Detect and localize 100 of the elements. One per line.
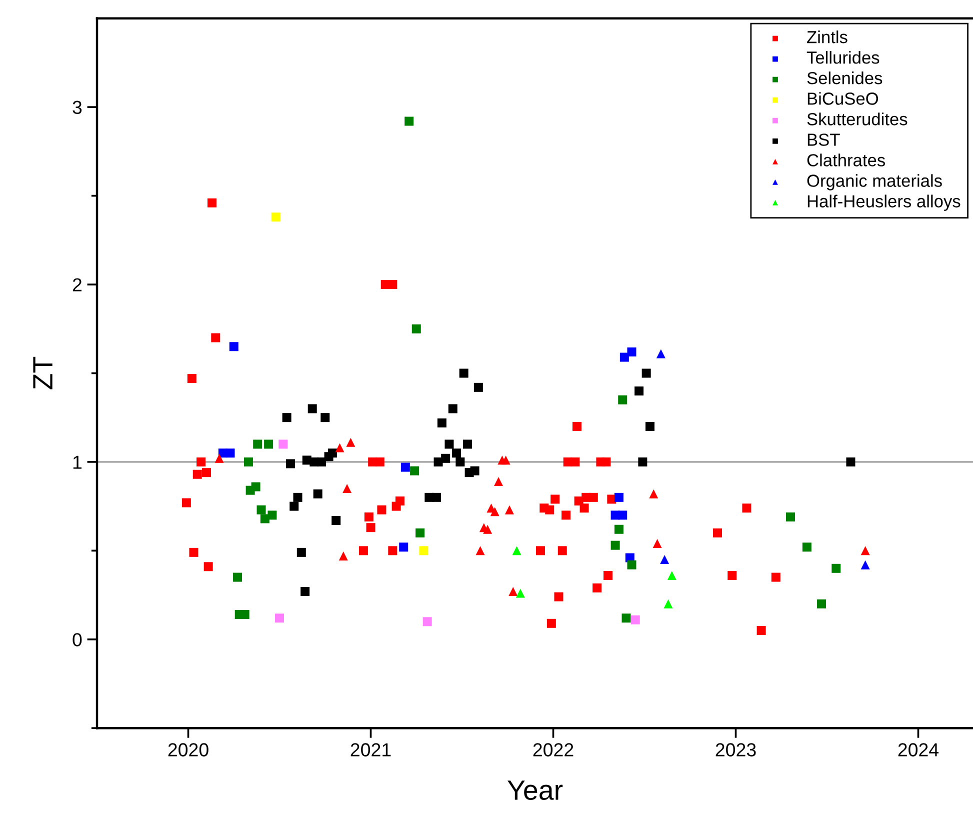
point [638,457,648,466]
legend-label: Selenides [807,72,882,84]
point [395,496,404,506]
y-tick-label: 1 [73,456,82,469]
point [244,457,253,466]
x-tick-label: 2020 [168,743,208,756]
point [229,342,238,352]
point [592,583,602,592]
point [742,504,752,513]
point [476,546,485,556]
point [618,395,628,404]
point [444,440,454,449]
legend-label: Organic materials [807,174,942,190]
point [562,510,571,520]
point [554,592,564,602]
point [474,382,483,392]
point [328,448,337,458]
legend-label: Tellurides [806,51,880,64]
y-tick-label: 2 [72,278,82,292]
x-tick-label: 2021 [350,743,391,756]
point [358,546,368,556]
point [490,507,500,516]
point [256,505,266,514]
point [264,440,274,449]
point [860,546,870,556]
point [660,555,670,564]
x-tick-label: 2024 [898,743,939,756]
point [410,466,420,476]
point [202,468,212,478]
point [268,510,277,520]
point [313,489,322,498]
point [645,422,654,431]
point [399,542,408,552]
point [377,505,386,514]
point [604,570,613,580]
point [627,560,636,570]
point [448,404,458,414]
point [512,546,522,556]
point [271,212,280,222]
x-tick-label: 2022 [533,743,574,756]
point [375,457,384,466]
point [462,440,472,449]
point [296,548,306,557]
point [558,546,567,556]
point [588,492,598,502]
point [459,368,468,378]
point [627,347,636,356]
point [211,333,220,342]
point [419,546,428,556]
point [667,570,676,580]
legend-label: Clathrates [807,154,885,166]
point [550,494,560,504]
point [441,454,450,463]
point [275,614,284,623]
point [580,504,589,513]
point [456,457,465,466]
legend-label: BST [808,134,840,146]
point [278,440,288,449]
point [649,489,658,498]
y-axis-title: ZT [33,356,52,390]
point [320,413,330,422]
point [437,418,446,428]
point [187,374,196,384]
point [364,512,374,522]
point [771,572,780,582]
point [614,492,624,502]
point [642,368,651,378]
point [618,510,628,520]
point [802,542,812,552]
x-axis-title: Year [508,780,563,800]
point [338,551,348,560]
point [494,476,504,486]
y-tick-label: 3 [72,100,82,114]
point [204,562,213,572]
point [233,572,242,582]
point [432,492,441,502]
point [196,457,206,466]
point [282,413,292,422]
legend-label: Half-Heuslers alloys [808,194,960,211]
point [652,539,662,548]
point [240,610,250,620]
point [516,588,525,598]
point [728,570,737,580]
point [572,422,582,431]
point [570,457,580,466]
point [817,599,826,608]
point [504,505,514,514]
point [308,404,317,414]
point [634,386,644,396]
x-tick-label: 2023 [716,743,756,756]
point [182,498,191,508]
point [536,546,545,556]
point [786,512,795,522]
point [342,484,352,494]
point [332,516,341,525]
point [664,599,673,608]
point [404,116,414,126]
point [226,448,235,458]
legend-label: BiCuSeO [808,92,878,105]
point [508,586,518,596]
